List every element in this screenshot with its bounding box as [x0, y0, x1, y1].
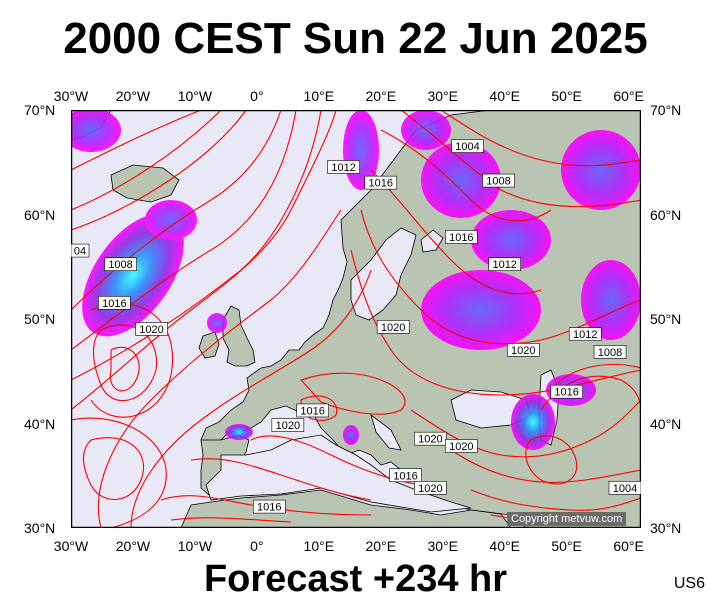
lon-label-bottom: 30°E	[427, 538, 458, 554]
lat-label-right: 50°N	[650, 311, 682, 327]
lat-label-left: 60°N	[24, 206, 56, 223]
lon-label-top: 50°E	[551, 88, 582, 104]
isobar-label-text: 1016	[369, 178, 393, 190]
lon-label-top: 40°E	[489, 88, 520, 104]
isobar-label-text: 1012	[331, 162, 355, 174]
model-code: US6	[673, 575, 705, 592]
isobar-label: 1016	[445, 230, 478, 244]
lon-label-bottom: 10°W	[177, 538, 213, 554]
isobar-label: 1016	[98, 296, 131, 310]
lon-label-top: 0°	[250, 88, 264, 104]
copyright-badge: Copyright metvuw.com	[507, 512, 627, 526]
isobar-label: 1020	[445, 439, 478, 453]
isobar-label: 1020	[414, 480, 447, 495]
isobar-label-text: 04	[74, 246, 86, 258]
isobar-label-text: 1016	[300, 405, 324, 417]
map-title: 2000 CEST Sun 22 Jun 2025	[63, 14, 648, 63]
isobar-label: 1020	[376, 320, 410, 334]
isobar-label-text: 1016	[257, 502, 281, 514]
isobar-label: 1008	[104, 257, 137, 271]
isobar-label: 1012	[488, 257, 521, 271]
isobar-label: 1020	[414, 431, 447, 446]
isobar-label-text: 1020	[511, 345, 535, 357]
isobar-label: 1016	[296, 403, 329, 417]
lat-label-right: 60°N	[650, 206, 682, 223]
isobar-label-text: 1020	[449, 441, 473, 453]
lon-label-bottom: 20°E	[365, 538, 397, 554]
lon-label-bottom: 40°E	[489, 538, 520, 554]
lon-label-top: 20°W	[115, 88, 151, 104]
lon-label-top: 10°E	[303, 88, 335, 104]
lat-label-right: 40°N	[650, 415, 682, 432]
isobars	[71, 110, 641, 528]
isobar-label-text: 1004	[613, 483, 637, 495]
isobar-label: 1020	[135, 322, 168, 336]
lon-label-bottom: 10°E	[303, 538, 335, 554]
isobar-label-text: 1020	[139, 324, 163, 336]
isobar-label-text: 1012	[573, 329, 597, 341]
isobar-label: 1004	[451, 139, 484, 153]
inland-seas	[205, 227, 560, 513]
lon-label-bottom: 60°E	[613, 538, 644, 554]
isobar-label: 1016	[550, 384, 583, 399]
isobar-label: 1020	[506, 343, 540, 357]
lon-label-bottom: 50°E	[551, 538, 582, 554]
isobar-label: 1004	[608, 480, 641, 495]
isobar-label: 1016	[389, 468, 422, 482]
isobar-label-text: 1020	[276, 420, 300, 432]
isobar-label: 04	[71, 243, 90, 258]
lon-label-top: 60°E	[613, 88, 644, 104]
lon-label-top: 10°W	[177, 88, 213, 104]
isobar-label: 1012	[568, 327, 602, 341]
isobar-label-text: 1016	[102, 298, 126, 310]
lat-label-right: 70°N	[650, 102, 682, 118]
isobar-label-text: 1016	[393, 470, 417, 482]
forecast-footer: Forecast +234 hr	[203, 558, 508, 600]
isobar-label-text: 1004	[455, 141, 479, 153]
isobar-label-text: 1008	[108, 259, 132, 271]
isobar-label-text: 1020	[418, 434, 442, 446]
isobar-label-text: 1008	[486, 176, 510, 188]
lat-label-right: 30°N	[650, 520, 682, 536]
isobar-label: 1016	[364, 175, 398, 190]
isobar-label: 1008	[482, 173, 515, 188]
isobar-label-text: 1020	[418, 483, 442, 495]
lon-label-bottom: 30°W	[53, 538, 89, 554]
isobar-label-text: 1012	[492, 259, 516, 271]
isobar-label: 1020	[271, 418, 305, 432]
isobar-label-text: 1016	[449, 232, 473, 244]
isobar-label: 1012	[327, 160, 360, 174]
lon-label-top: 30°E	[427, 88, 458, 104]
lat-label-left: 70°N	[24, 102, 56, 118]
lat-label-left: 50°N	[24, 311, 56, 327]
lon-label-top: 20°E	[365, 88, 397, 104]
isobar-label: 1008	[593, 345, 627, 359]
isobar-label-text: 1008	[598, 347, 622, 359]
lon-label-bottom: 20°W	[115, 538, 151, 554]
lat-label-left: 40°N	[24, 415, 56, 432]
isobar-label-text: 1020	[381, 322, 405, 334]
isobar-label-text: 1016	[554, 387, 578, 399]
lat-label-left: 30°N	[24, 520, 56, 536]
isobar-label: 1016	[252, 499, 286, 514]
lon-label-top: 30°W	[53, 88, 89, 104]
lon-label-bottom: 0°	[250, 538, 264, 554]
